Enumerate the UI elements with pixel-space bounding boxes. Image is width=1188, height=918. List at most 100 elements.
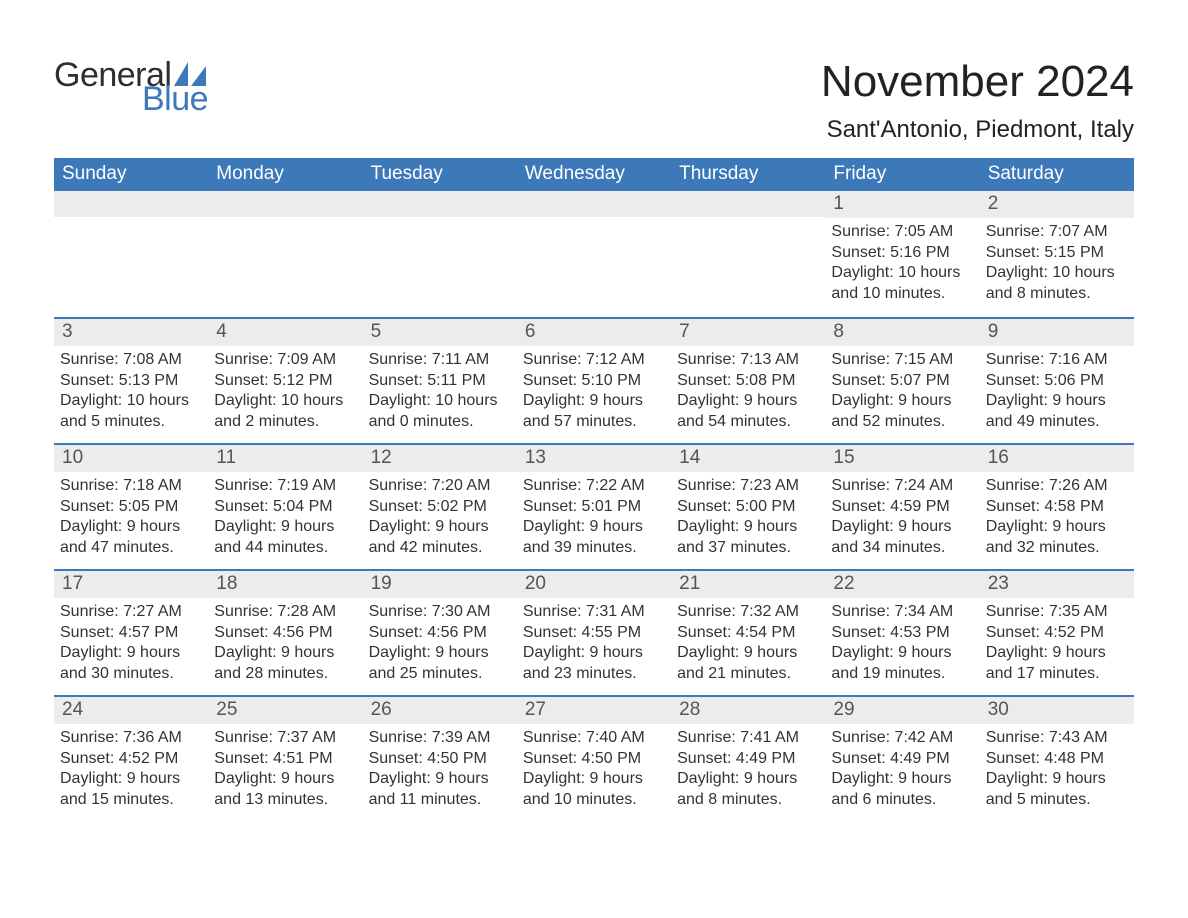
day-number: 3 bbox=[54, 319, 208, 346]
sunset-text: Sunset: 5:15 PM bbox=[986, 243, 1128, 263]
calendar-week: 1Sunrise: 7:05 AMSunset: 5:16 PMDaylight… bbox=[54, 191, 1134, 317]
day-number: 20 bbox=[517, 571, 671, 598]
day-details: Sunrise: 7:08 AMSunset: 5:13 PMDaylight:… bbox=[60, 350, 202, 432]
calendar-cell: 15Sunrise: 7:24 AMSunset: 4:59 PMDayligh… bbox=[825, 445, 979, 569]
sunset-text: Sunset: 5:10 PM bbox=[523, 371, 665, 391]
sunrise-text: Sunrise: 7:11 AM bbox=[369, 350, 511, 370]
sunset-text: Sunset: 4:53 PM bbox=[831, 623, 973, 643]
sunrise-text: Sunrise: 7:35 AM bbox=[986, 602, 1128, 622]
day-details: Sunrise: 7:15 AMSunset: 5:07 PMDaylight:… bbox=[831, 350, 973, 432]
calendar-cell bbox=[363, 191, 517, 317]
daylight1-text: Daylight: 10 hours bbox=[831, 263, 973, 283]
sunrise-text: Sunrise: 7:36 AM bbox=[60, 728, 202, 748]
sunset-text: Sunset: 4:50 PM bbox=[369, 749, 511, 769]
day-number: 26 bbox=[363, 697, 517, 724]
day-number: 12 bbox=[363, 445, 517, 472]
daylight2-text: and 10 minutes. bbox=[831, 284, 973, 304]
day-number: 11 bbox=[208, 445, 362, 472]
sunset-text: Sunset: 5:13 PM bbox=[60, 371, 202, 391]
daylight1-text: Daylight: 9 hours bbox=[60, 643, 202, 663]
calendar-cell: 6Sunrise: 7:12 AMSunset: 5:10 PMDaylight… bbox=[517, 319, 671, 443]
day-number: 28 bbox=[671, 697, 825, 724]
calendar-cell: 30Sunrise: 7:43 AMSunset: 4:48 PMDayligh… bbox=[980, 697, 1134, 821]
daylight1-text: Daylight: 9 hours bbox=[523, 769, 665, 789]
daylight2-text: and 34 minutes. bbox=[831, 538, 973, 558]
daylight1-text: Daylight: 9 hours bbox=[369, 769, 511, 789]
day-details: Sunrise: 7:41 AMSunset: 4:49 PMDaylight:… bbox=[677, 728, 819, 810]
daylight2-text: and 32 minutes. bbox=[986, 538, 1128, 558]
day-number bbox=[208, 191, 362, 217]
day-details: Sunrise: 7:37 AMSunset: 4:51 PMDaylight:… bbox=[214, 728, 356, 810]
daylight2-text: and 47 minutes. bbox=[60, 538, 202, 558]
daylight1-text: Daylight: 10 hours bbox=[986, 263, 1128, 283]
daylight2-text: and 17 minutes. bbox=[986, 664, 1128, 684]
sunset-text: Sunset: 4:56 PM bbox=[369, 623, 511, 643]
day-number: 5 bbox=[363, 319, 517, 346]
calendar-cell: 27Sunrise: 7:40 AMSunset: 4:50 PMDayligh… bbox=[517, 697, 671, 821]
sunrise-text: Sunrise: 7:12 AM bbox=[523, 350, 665, 370]
sunset-text: Sunset: 4:49 PM bbox=[677, 749, 819, 769]
daylight1-text: Daylight: 9 hours bbox=[986, 643, 1128, 663]
sunset-text: Sunset: 4:48 PM bbox=[986, 749, 1128, 769]
sunrise-text: Sunrise: 7:05 AM bbox=[831, 222, 973, 242]
calendar-cell: 29Sunrise: 7:42 AMSunset: 4:49 PMDayligh… bbox=[825, 697, 979, 821]
calendar-cell: 7 Sunrise: 7:13 AMSunset: 5:08 PMDaylight… bbox=[671, 319, 825, 443]
day-number: 29 bbox=[825, 697, 979, 724]
sunrise-text: Sunrise: 7:19 AM bbox=[214, 476, 356, 496]
daylight2-text: and 0 minutes. bbox=[369, 412, 511, 432]
calendar-cell: 21Sunrise: 7:32 AMSunset: 4:54 PMDayligh… bbox=[671, 571, 825, 695]
sunset-text: Sunset: 4:52 PM bbox=[60, 749, 202, 769]
calendar-cell: 5Sunrise: 7:11 AMSunset: 5:11 PMDaylight… bbox=[363, 319, 517, 443]
location-label: Sant'Antonio, Piedmont, Italy bbox=[821, 116, 1134, 144]
daylight1-text: Daylight: 9 hours bbox=[60, 769, 202, 789]
day-number: 30 bbox=[980, 697, 1134, 724]
calendar-cell: 25Sunrise: 7:37 AMSunset: 4:51 PMDayligh… bbox=[208, 697, 362, 821]
calendar-cell: 11Sunrise: 7:19 AMSunset: 5:04 PMDayligh… bbox=[208, 445, 362, 569]
sunset-text: Sunset: 5:16 PM bbox=[831, 243, 973, 263]
sunset-text: Sunset: 5:06 PM bbox=[986, 371, 1128, 391]
day-number: 4 bbox=[208, 319, 362, 346]
calendar-cell: 18Sunrise: 7:28 AMSunset: 4:56 PMDayligh… bbox=[208, 571, 362, 695]
calendar-cell: 13Sunrise: 7:22 AMSunset: 5:01 PMDayligh… bbox=[517, 445, 671, 569]
sunrise-text: Sunrise: 7:43 AM bbox=[986, 728, 1128, 748]
sunrise-text: Sunrise: 7:42 AM bbox=[831, 728, 973, 748]
day-number: 8 bbox=[825, 319, 979, 346]
daylight1-text: Daylight: 9 hours bbox=[214, 643, 356, 663]
day-number: 24 bbox=[54, 697, 208, 724]
day-details: Sunrise: 7:20 AMSunset: 5:02 PMDaylight:… bbox=[369, 476, 511, 558]
calendar-week: 17Sunrise: 7:27 AMSunset: 4:57 PMDayligh… bbox=[54, 569, 1134, 695]
calendar-cell bbox=[517, 191, 671, 317]
daylight2-text: and 39 minutes. bbox=[523, 538, 665, 558]
sunrise-text: Sunrise: 7:37 AM bbox=[214, 728, 356, 748]
daylight1-text: Daylight: 9 hours bbox=[60, 517, 202, 537]
daylight2-text: and 15 minutes. bbox=[60, 790, 202, 810]
weeks-container: 1Sunrise: 7:05 AMSunset: 5:16 PMDaylight… bbox=[54, 191, 1134, 821]
calendar-cell: 26 Sunrise: 7:39 AMSunset: 4:50 PMDayligh… bbox=[363, 697, 517, 821]
sunset-text: Sunset: 5:11 PM bbox=[369, 371, 511, 391]
day-number: 27 bbox=[517, 697, 671, 724]
sunset-text: Sunset: 4:58 PM bbox=[986, 497, 1128, 517]
calendar-cell: 28 Sunrise: 7:41 AMSunset: 4:49 PMDayligh… bbox=[671, 697, 825, 821]
day-number: 7 bbox=[671, 319, 825, 346]
sunrise-text: Sunrise: 7:32 AM bbox=[677, 602, 819, 622]
day-details: Sunrise: 7:39 AMSunset: 4:50 PMDaylight:… bbox=[369, 728, 511, 810]
day-number: 15 bbox=[825, 445, 979, 472]
day-number: 22 bbox=[825, 571, 979, 598]
day-details: Sunrise: 7:26 AMSunset: 4:58 PMDaylight:… bbox=[986, 476, 1128, 558]
sunrise-text: Sunrise: 7:23 AM bbox=[677, 476, 819, 496]
daylight2-text: and 30 minutes. bbox=[60, 664, 202, 684]
calendar-cell: 24 Sunrise: 7:36 AMSunset: 4:52 PMDayligh… bbox=[54, 697, 208, 821]
day-number bbox=[363, 191, 517, 217]
daylight1-text: Daylight: 9 hours bbox=[369, 517, 511, 537]
day-details: Sunrise: 7:18 AMSunset: 5:05 PMDaylight:… bbox=[60, 476, 202, 558]
daylight2-text: and 49 minutes. bbox=[986, 412, 1128, 432]
daylight1-text: Daylight: 9 hours bbox=[523, 391, 665, 411]
daylight2-text: and 42 minutes. bbox=[369, 538, 511, 558]
day-number: 16 bbox=[980, 445, 1134, 472]
day-details: Sunrise: 7:13 AMSunset: 5:08 PMDaylight:… bbox=[677, 350, 819, 432]
calendar-cell: 19Sunrise: 7:30 AMSunset: 4:56 PMDayligh… bbox=[363, 571, 517, 695]
sunset-text: Sunset: 4:49 PM bbox=[831, 749, 973, 769]
sunrise-text: Sunrise: 7:09 AM bbox=[214, 350, 356, 370]
sunrise-text: Sunrise: 7:30 AM bbox=[369, 602, 511, 622]
calendar-cell bbox=[208, 191, 362, 317]
